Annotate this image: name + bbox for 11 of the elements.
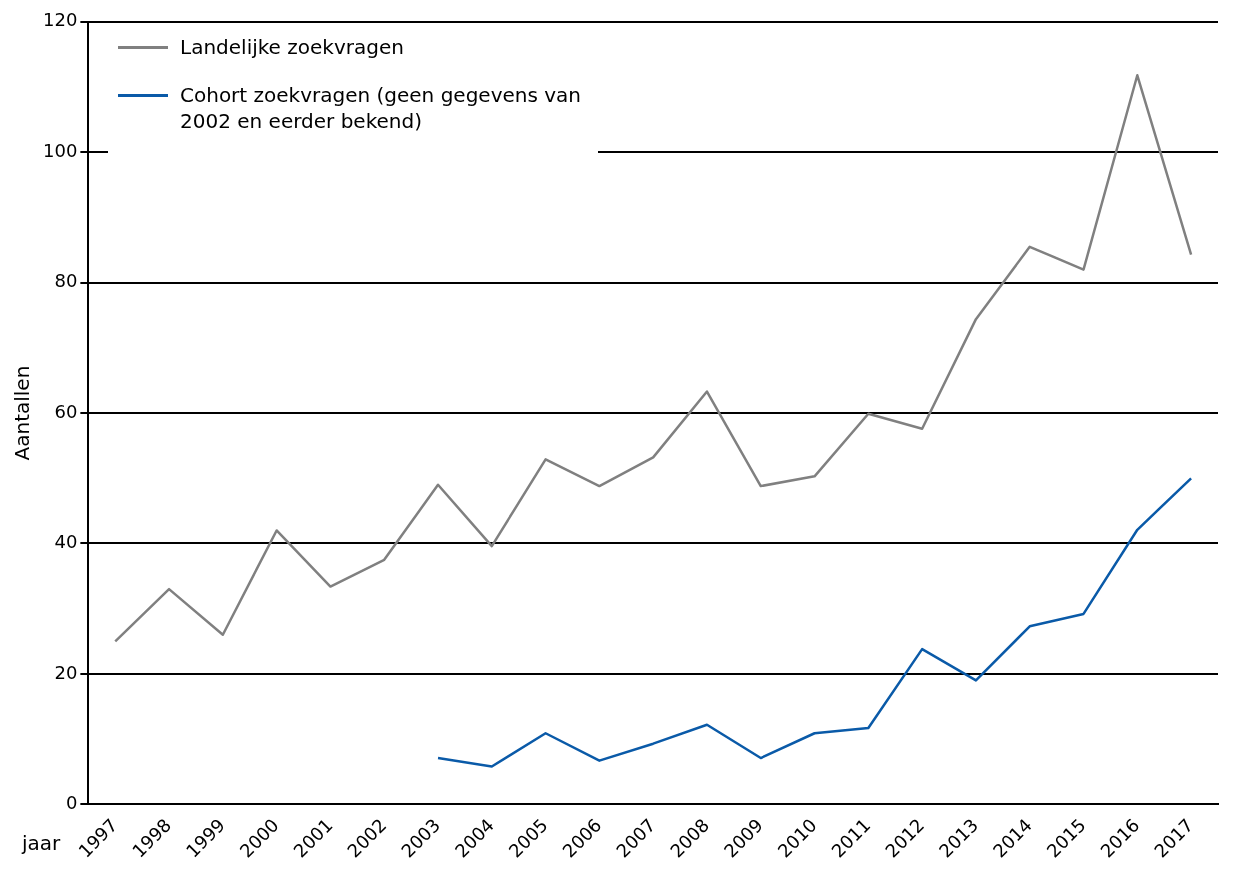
- y-tick-label: 100: [43, 139, 78, 161]
- y-tick-label: 0: [65, 792, 78, 814]
- y-tick-label: 120: [43, 9, 78, 31]
- x-axis-title: jaar: [21, 830, 62, 855]
- y-tick-label: 40: [54, 531, 78, 553]
- legend-label: Landelijke zoekvragen: [180, 34, 404, 60]
- y-tick-label: 80: [54, 270, 78, 292]
- legend-label: Cohort zoekvragen (geen gegevens van 2002 en eerder bekend): [180, 82, 582, 134]
- y-tick-label: 20: [54, 661, 78, 683]
- y-tick-label: 60: [54, 400, 78, 422]
- y-axis-title: Aantallen: [10, 365, 35, 461]
